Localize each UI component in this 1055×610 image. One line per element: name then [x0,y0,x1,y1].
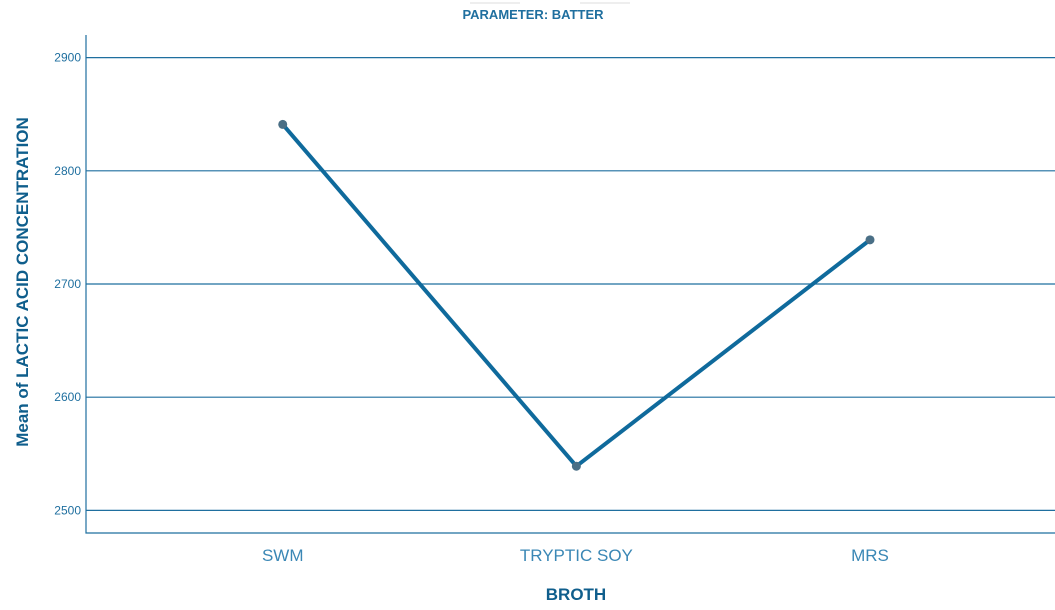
data-point [571,461,581,471]
y-tick-label: 2900 [54,51,81,65]
y-tick-label: 2600 [54,390,81,404]
y-tick-label: 2700 [54,277,81,291]
series-layer [278,119,875,471]
x-tick-label: SWM [262,546,304,565]
x-tick-labels: SWM TRYPTIC SOY MRS [262,546,889,565]
x-axis-title: BROTH [546,585,606,604]
data-point [278,119,288,129]
x-tick-label: MRS [851,546,889,565]
data-point [865,235,875,245]
y-tick-label: 2500 [54,503,81,517]
y-tick-label: 2800 [54,164,81,178]
x-tick-label: TRYPTIC SOY [520,546,633,565]
y-tick-labels: 2500 2600 2700 2800 2900 [54,51,81,518]
series-line [280,122,873,469]
plot-frame [85,35,1055,534]
y-axis-title: Mean of LACTIC ACID CONCENTRATION [13,117,32,447]
grid-lines [86,57,1055,511]
chart-title: PARAMETER: BATTER [462,7,604,22]
